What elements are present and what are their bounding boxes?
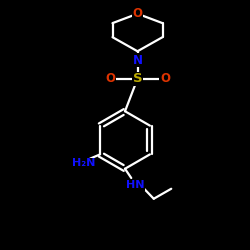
Text: HN: HN [126, 180, 144, 190]
Text: O: O [105, 72, 115, 85]
Text: O: O [160, 72, 170, 85]
Text: H₂N: H₂N [72, 158, 96, 168]
Text: N: N [132, 54, 142, 66]
Text: S: S [133, 72, 142, 85]
Text: O: O [132, 7, 142, 20]
